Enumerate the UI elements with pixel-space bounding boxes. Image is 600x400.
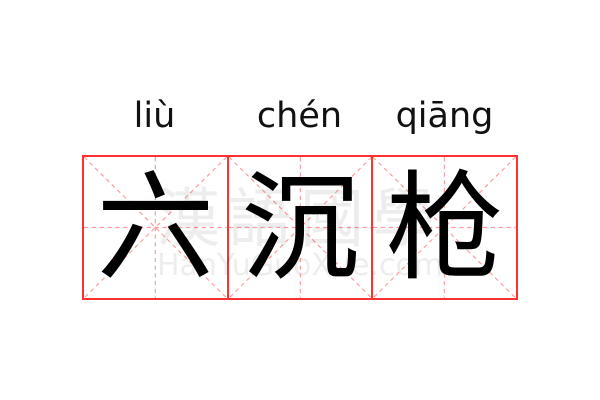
watermark-en: HanYuGuoXue.com xyxy=(156,248,444,283)
character: 沉 xyxy=(241,158,360,297)
grid-guides xyxy=(373,157,517,298)
character-cell: 枪 xyxy=(371,157,517,298)
pinyin-3: qiāng xyxy=(395,96,494,136)
grid-guides xyxy=(228,157,372,298)
grid-guides xyxy=(84,157,227,298)
character: 六 xyxy=(96,158,215,297)
character-cell: 沉 xyxy=(226,157,372,298)
character-grid: 六 沉 枪 xyxy=(82,155,518,300)
watermark-cn: 漢語國學 xyxy=(156,183,444,257)
pinyin-1: liù xyxy=(133,96,176,136)
character-cell: 六 xyxy=(84,157,227,298)
pinyin-2: chén xyxy=(256,96,343,136)
character: 枪 xyxy=(385,158,504,297)
